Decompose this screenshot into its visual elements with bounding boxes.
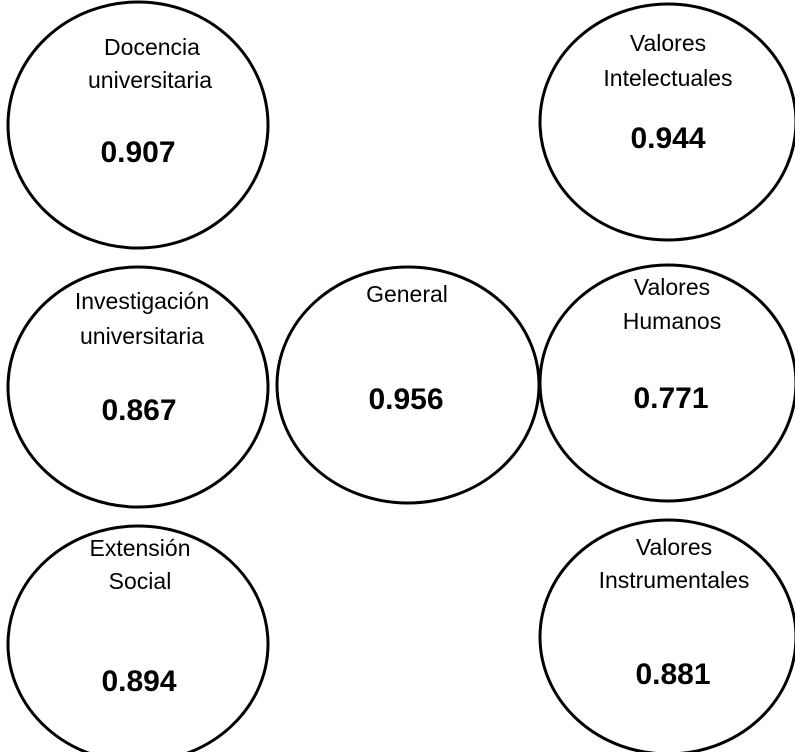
node-valores-intelectuales: Valores Intelectuales 0.944 <box>538 2 795 242</box>
node-valores-intelectuales-value: 0.944 <box>630 122 705 155</box>
node-investigacion: Investigación universitaria 0.867 <box>6 265 270 509</box>
node-investigacion-label-line-2: universitaria <box>80 323 204 349</box>
node-valores-instrumentales: Valores Instrumentales 0.881 <box>538 518 795 752</box>
node-extension-label-line-1: Extensión <box>89 535 190 561</box>
node-extension-value: 0.894 <box>101 665 176 698</box>
node-docencia-label-line-1: Docencia <box>104 34 200 60</box>
node-extension-label-line-2: Social <box>109 568 172 594</box>
node-docencia-label-line-2: universitaria <box>88 67 212 93</box>
node-valores-humanos-label-line-2: Humanos <box>623 308 721 334</box>
node-valores-humanos-circle <box>538 263 795 503</box>
node-investigacion-circle <box>6 265 270 509</box>
node-valores-humanos-label-line-1: Valores <box>634 274 710 300</box>
node-docencia-value: 0.907 <box>100 136 175 169</box>
node-valores-humanos: Valores Humanos 0.771 <box>538 263 795 503</box>
node-investigacion-value: 0.867 <box>101 394 176 427</box>
node-general-label-line-1: General <box>366 281 448 307</box>
node-valores-instrumentales-label-line-2: Instrumentales <box>599 567 750 593</box>
node-general-value: 0.956 <box>368 383 443 416</box>
node-docencia: Docencia universitaria 0.907 <box>6 0 270 250</box>
node-extension: Extensión Social 0.894 <box>6 524 270 752</box>
node-valores-intelectuales-circle <box>538 2 795 242</box>
node-valores-intelectuales-label-line-2: Intelectuales <box>603 65 732 91</box>
node-extension-circle <box>6 524 270 752</box>
node-general: General 0.956 <box>275 265 541 505</box>
node-valores-instrumentales-label-line-1: Valores <box>636 534 712 560</box>
node-valores-humanos-value: 0.771 <box>633 382 708 415</box>
node-valores-intelectuales-label-line-1: Valores <box>630 30 706 56</box>
node-valores-instrumentales-circle <box>538 518 795 752</box>
node-docencia-circle <box>6 0 270 250</box>
node-investigacion-label-line-1: Investigación <box>75 288 209 314</box>
node-valores-instrumentales-value: 0.881 <box>635 658 710 691</box>
